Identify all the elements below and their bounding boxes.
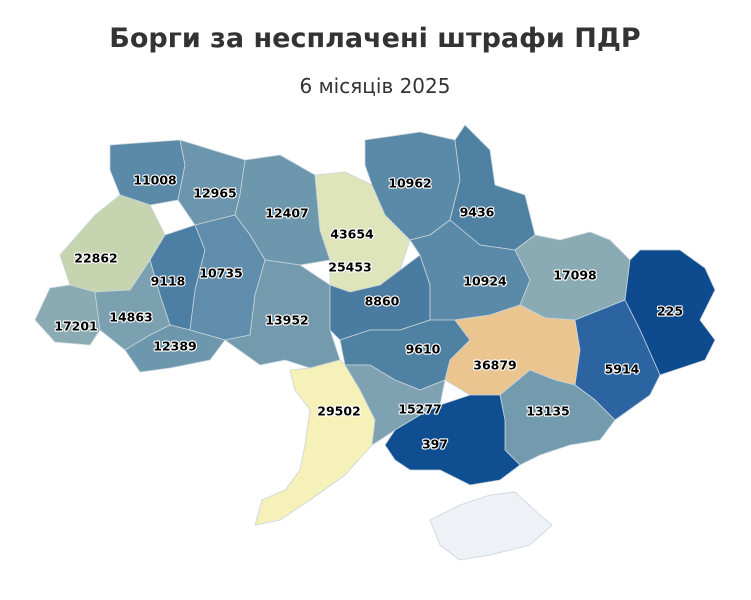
region-label: 225	[657, 304, 683, 319]
region-label: 25453	[328, 260, 372, 275]
map-subtitle: 6 місяців 2025	[300, 74, 451, 98]
labels: 11008 12965 12407 43654 25453 10962 9436 22862 9…	[53, 171, 684, 452]
region-label: 12965	[193, 186, 237, 201]
region-label: 36879	[473, 358, 517, 373]
region-label: 9118	[151, 274, 186, 289]
region	[34, 284, 101, 346]
region-label: 10924	[463, 274, 507, 289]
region-label: 397	[422, 437, 448, 452]
region-label: 9610	[406, 342, 441, 357]
region-label: 17201	[54, 319, 98, 334]
region-label: 29502	[317, 404, 361, 419]
region-label: 8860	[365, 294, 400, 309]
region-label: 9436	[460, 205, 495, 220]
map-title: Борги за несплачені штрафи ПДР	[109, 23, 640, 54]
region	[254, 359, 376, 526]
region-label: 13135	[526, 404, 570, 419]
region-label: 14863	[109, 310, 153, 325]
region-label: 11008	[133, 173, 177, 188]
region-label: 13952	[265, 313, 309, 328]
region-label: 10735	[199, 266, 243, 281]
region-label: 12389	[153, 339, 197, 354]
region	[384, 394, 521, 486]
region	[224, 259, 341, 369]
region-label: 5914	[605, 362, 640, 377]
region-label: 43654	[330, 227, 374, 242]
crimea	[429, 491, 553, 561]
region-label: 22862	[74, 251, 118, 266]
region-label: 10962	[388, 176, 432, 191]
region	[177, 139, 246, 226]
regions	[34, 124, 716, 526]
region-label: 12407	[265, 206, 309, 221]
region-label: 17098	[553, 268, 597, 283]
region-label: 15277	[398, 402, 442, 417]
